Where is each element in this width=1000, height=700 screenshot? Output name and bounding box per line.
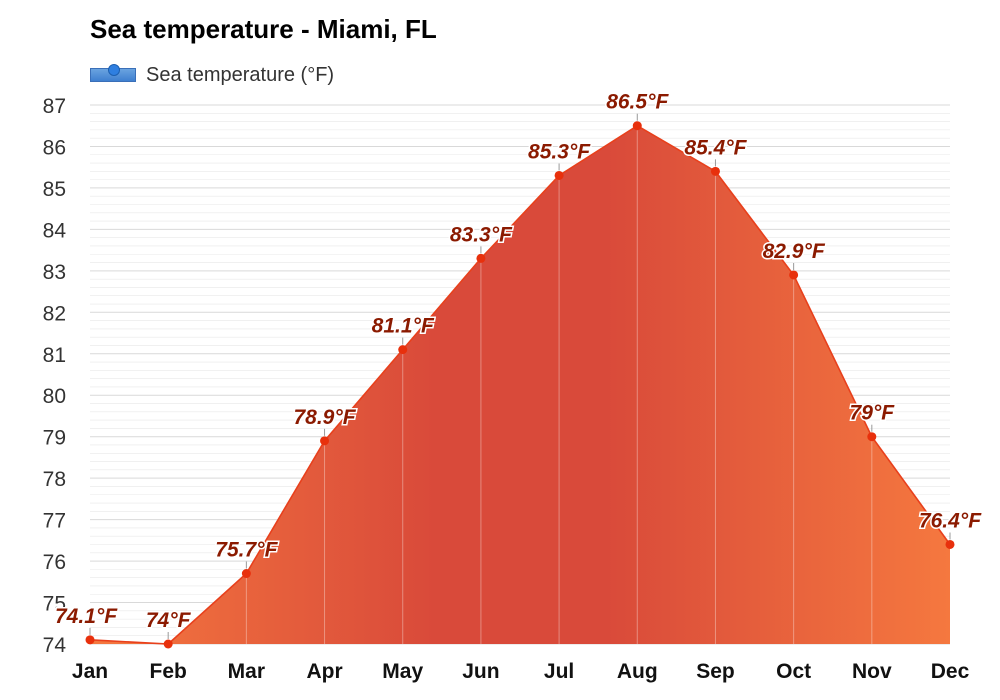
y-tick-label: 75 xyxy=(43,593,66,616)
y-tick-label: 87 xyxy=(43,95,66,118)
data-label-mar: 75.7°F xyxy=(215,539,278,562)
y-tick-label: 85 xyxy=(43,178,66,201)
legend-marker-icon xyxy=(108,64,120,76)
legend-swatch-icon xyxy=(90,64,136,82)
data-point-jun xyxy=(476,253,486,263)
data-label-aug: 86.5°F xyxy=(606,91,669,114)
series-line xyxy=(89,124,951,645)
data-point-mar xyxy=(241,569,251,579)
line-layer xyxy=(89,124,951,645)
data-point-apr xyxy=(320,436,330,446)
legend-label: Sea temperature (°F) xyxy=(146,63,335,86)
y-tick-label: 76 xyxy=(43,551,66,574)
data-label-jun: 83.3°F xyxy=(450,223,513,246)
x-tick-label: May xyxy=(382,660,423,683)
data-point-feb xyxy=(163,639,173,649)
x-tick-label: Jan xyxy=(72,660,108,683)
y-tick-label: 82 xyxy=(43,302,66,325)
data-label-may: 81.1°F xyxy=(372,315,435,338)
area-layer xyxy=(90,125,950,644)
x-tick-label: Feb xyxy=(150,660,187,683)
data-label-nov: 79°F xyxy=(850,402,896,425)
y-axis-tick-labels: 74 75 76 77 78 79 80 81 82 83 84 85 86 87 xyxy=(43,95,67,657)
y-tick-label: 81 xyxy=(43,344,66,367)
data-point-aug xyxy=(632,121,642,131)
y-tick-label: 79 xyxy=(43,427,66,450)
y-tick-label: 84 xyxy=(43,219,67,242)
data-label-apr: 78.9°F xyxy=(293,406,356,429)
x-axis-tick-labels: Jan Feb Mar Apr May Jun Jul Aug Sep Oct Nov Dec xyxy=(72,660,970,683)
x-tick-label: Apr xyxy=(306,660,342,683)
data-label-sep: 85.4°F xyxy=(684,136,747,159)
area-fill xyxy=(90,125,950,644)
y-tick-label: 77 xyxy=(43,510,66,533)
y-tick-label: 80 xyxy=(43,385,66,408)
x-tick-label: Mar xyxy=(228,660,265,683)
y-tick-label: 86 xyxy=(43,136,66,159)
data-label-jan: 74.1°F xyxy=(55,605,118,628)
data-point-jul xyxy=(554,170,564,180)
x-tick-label: Nov xyxy=(852,660,892,683)
y-tick-label: 83 xyxy=(43,261,66,284)
month-dividers xyxy=(245,125,873,644)
data-point-nov xyxy=(867,432,877,442)
data-label-feb: 74°F xyxy=(146,609,192,632)
markers xyxy=(85,113,955,649)
x-tick-label: Aug xyxy=(617,660,658,683)
x-tick-label: Oct xyxy=(776,660,811,683)
chart-title: Sea temperature - Miami, FL xyxy=(90,14,437,44)
data-label-oct: 82.9°F xyxy=(763,240,826,263)
data-point-oct xyxy=(789,270,799,280)
data-point-jan xyxy=(85,635,95,645)
x-tick-label: Sep xyxy=(696,660,735,683)
y-tick-label: 78 xyxy=(43,468,66,491)
legend[interactable]: Sea temperature (°F) xyxy=(90,60,334,90)
data-point-may xyxy=(398,345,408,355)
data-label-dec: 76.4°F xyxy=(919,509,982,532)
data-labels: 74.1°F 74°F 75.7°F 78.9°F 81.1°F 83.3°F 85.3°F… xyxy=(54,89,984,633)
x-tick-label: Dec xyxy=(931,660,970,683)
data-point-dec xyxy=(945,539,955,549)
data-label-jul: 85.3°F xyxy=(528,140,591,163)
x-tick-label: Jun xyxy=(462,660,499,683)
data-point-sep xyxy=(710,166,720,176)
y-tick-label: 74 xyxy=(43,634,67,657)
x-tick-label: Jul xyxy=(544,660,574,683)
